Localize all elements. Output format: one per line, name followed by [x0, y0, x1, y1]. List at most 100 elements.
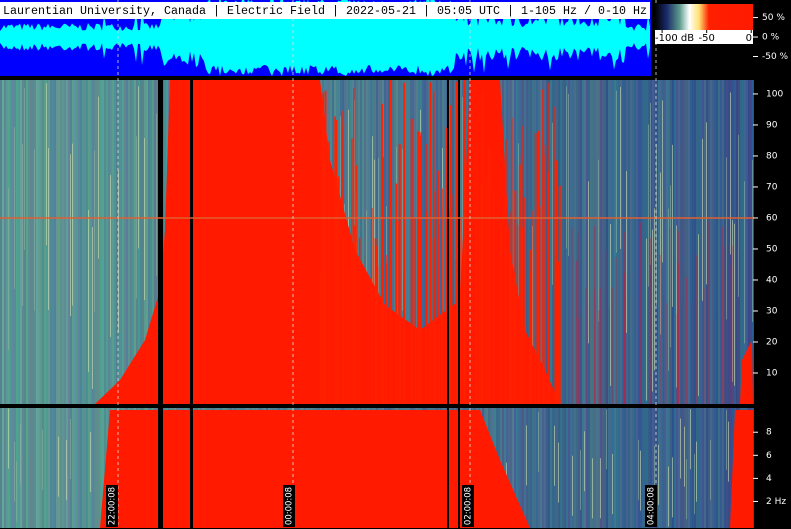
- tick-label: 4: [766, 474, 772, 484]
- tick-label: 0 %: [762, 33, 780, 43]
- streak: [402, 148, 403, 311]
- texture: [12, 80, 14, 404]
- texture: [692, 408, 694, 528]
- texture: [10, 408, 12, 528]
- texture: [40, 408, 42, 528]
- texture: [596, 80, 598, 404]
- time-label: 04:00:08: [647, 487, 657, 525]
- time-label: 22:00:08: [108, 487, 118, 525]
- texture: [730, 408, 732, 528]
- streak: [686, 459, 687, 520]
- texture: [528, 80, 530, 404]
- texture: [660, 408, 662, 528]
- texture: [566, 408, 568, 528]
- texture: [100, 408, 102, 528]
- texture: [26, 80, 28, 404]
- tick-label: 50: [766, 244, 778, 254]
- texture: [60, 408, 62, 528]
- tick-label: 70: [766, 182, 778, 192]
- texture: [666, 408, 668, 528]
- texture: [516, 408, 518, 528]
- texture: [642, 80, 644, 404]
- texture: [696, 80, 698, 404]
- streak: [680, 418, 681, 479]
- texture: [626, 408, 628, 528]
- texture: [30, 408, 32, 528]
- texture: [686, 80, 688, 404]
- texture: [50, 80, 52, 404]
- texture: [604, 80, 606, 404]
- streak: [696, 441, 697, 502]
- red-region: [100, 410, 530, 528]
- texture: [52, 408, 54, 528]
- texture: [628, 408, 630, 528]
- texture: [126, 80, 128, 404]
- streak: [598, 159, 599, 322]
- texture: [656, 408, 658, 528]
- texture: [56, 408, 58, 528]
- streak: [654, 208, 655, 371]
- streak: [646, 238, 647, 401]
- texture: [68, 408, 70, 528]
- texture: [80, 80, 82, 404]
- texture: [114, 80, 116, 404]
- texture: [682, 408, 684, 528]
- streak: [558, 442, 559, 503]
- texture: [4, 408, 6, 528]
- texture: [112, 80, 114, 404]
- tick-label: 100: [766, 89, 783, 99]
- texture: [728, 80, 730, 404]
- texture: [528, 408, 530, 528]
- time-label-box: [462, 485, 474, 527]
- streak: [340, 116, 341, 279]
- texture: [648, 408, 650, 528]
- colorbar: [655, 4, 753, 30]
- texture: [550, 80, 552, 404]
- texture: [64, 80, 66, 404]
- texture: [86, 408, 88, 528]
- time-label-box: [645, 485, 657, 527]
- streak: [734, 223, 735, 386]
- texture: [10, 80, 12, 404]
- streak: [70, 419, 71, 480]
- texture: [618, 80, 620, 404]
- texture: [44, 408, 46, 528]
- dark-line: [458, 80, 460, 528]
- texture: [542, 408, 544, 528]
- streak: [610, 224, 611, 387]
- texture: [2, 80, 4, 404]
- texture: [362, 80, 364, 404]
- streak: [42, 429, 43, 490]
- texture: [22, 408, 24, 528]
- texture: [568, 408, 570, 528]
- texture: [522, 408, 524, 528]
- texture: [678, 408, 680, 528]
- red-region: [95, 80, 560, 404]
- streak: [684, 426, 685, 487]
- texture: [622, 80, 624, 404]
- texture: [28, 408, 30, 528]
- texture: [76, 80, 78, 404]
- texture: [128, 80, 130, 404]
- streak: [732, 219, 733, 382]
- texture: [530, 80, 532, 404]
- texture: [86, 80, 88, 404]
- texture: [562, 408, 564, 528]
- streak: [668, 466, 669, 527]
- texture: [520, 408, 522, 528]
- texture: [574, 80, 576, 404]
- texture: [718, 408, 720, 528]
- texture: [44, 80, 46, 404]
- texture: [634, 408, 636, 528]
- texture: [608, 80, 610, 404]
- texture: [722, 408, 724, 528]
- streak: [650, 102, 651, 265]
- texture: [16, 80, 18, 404]
- texture: [394, 80, 396, 404]
- texture: [572, 80, 574, 404]
- texture: [512, 408, 514, 528]
- texture: [94, 408, 96, 528]
- texture: [634, 80, 636, 404]
- texture: [116, 80, 118, 404]
- colorbar-label: 0: [746, 33, 752, 44]
